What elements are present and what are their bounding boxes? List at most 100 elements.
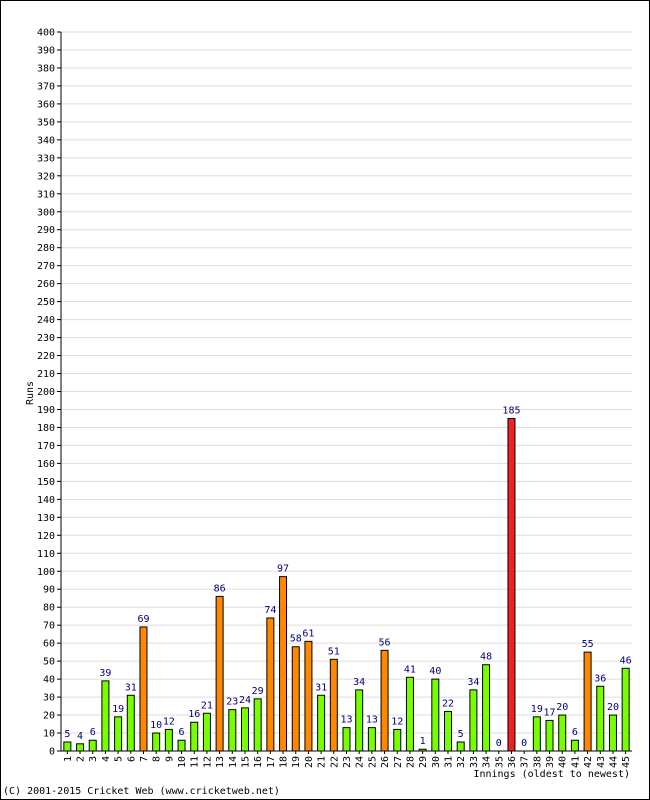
bar-value-label: 12 — [391, 716, 403, 727]
y-tick-label: 170 — [37, 441, 55, 452]
bar — [456, 741, 465, 752]
y-tick-label: 180 — [37, 423, 55, 434]
x-axis-title: Innings (oldest to newest) — [473, 769, 630, 780]
y-tick-label: 320 — [37, 171, 55, 182]
bar — [342, 727, 351, 752]
bar — [291, 646, 300, 752]
y-tick-label: 350 — [37, 117, 55, 128]
bar — [583, 651, 592, 752]
bar-value-label: 20 — [607, 702, 619, 713]
bar — [367, 727, 376, 752]
bar — [228, 709, 237, 752]
bar — [253, 698, 262, 752]
x-tick-label: 39 — [545, 756, 556, 768]
y-tick-label: 220 — [37, 351, 55, 362]
bar-value-label: 20 — [556, 702, 568, 713]
x-tick-label: 36 — [507, 756, 518, 768]
x-tick-label: 23 — [342, 756, 353, 768]
x-tick-label: 13 — [215, 756, 226, 768]
bar-value-label: 46 — [620, 655, 632, 666]
x-tick-label: 1 — [63, 756, 74, 762]
y-tick-label: 40 — [43, 675, 55, 686]
bar-value-label: 4 — [77, 731, 83, 742]
y-tick-label: 260 — [37, 279, 55, 290]
bar-value-label: 36 — [594, 673, 606, 684]
y-tick-label: 120 — [37, 531, 55, 542]
y-tick-label: 380 — [37, 63, 55, 74]
y-tick-label: 60 — [43, 639, 55, 650]
y-tick-label: 300 — [37, 207, 55, 218]
bar — [304, 640, 313, 752]
x-tick-label: 17 — [266, 756, 277, 768]
bar-value-label: 23 — [226, 697, 238, 708]
y-tick-label: 310 — [37, 189, 55, 200]
bar-value-label: 31 — [315, 682, 327, 693]
bar — [76, 743, 85, 752]
x-tick-label: 26 — [380, 756, 391, 768]
bar — [418, 748, 427, 752]
x-tick-label: 10 — [177, 756, 188, 768]
bar — [558, 714, 567, 752]
bar-value-label: 16 — [188, 709, 200, 720]
bar — [405, 676, 414, 752]
y-tick-label: 0 — [49, 747, 55, 758]
bar-value-label: 6 — [179, 727, 185, 738]
x-tick-label: 20 — [304, 756, 315, 768]
bar-value-label: 29 — [252, 686, 264, 697]
y-tick-label: 10 — [43, 729, 55, 740]
x-tick-label: 11 — [190, 756, 201, 768]
y-tick-label: 160 — [37, 459, 55, 470]
y-tick-label: 90 — [43, 585, 55, 596]
bar — [596, 685, 605, 752]
bar — [545, 719, 554, 752]
bar-value-label: 24 — [239, 695, 251, 706]
y-tick-label: 140 — [37, 495, 55, 506]
bar-value-label: 69 — [137, 614, 149, 625]
bar — [202, 712, 211, 752]
x-tick-label: 15 — [240, 756, 251, 768]
bar-value-label: 12 — [163, 716, 175, 727]
x-tick-label: 31 — [444, 756, 455, 768]
x-tick-label: 41 — [570, 756, 581, 768]
x-tick-label: 7 — [139, 756, 150, 762]
x-tick-label: 42 — [583, 756, 594, 768]
x-tick-label: 8 — [152, 756, 163, 762]
bar-value-label: 74 — [264, 605, 276, 616]
bar — [608, 714, 617, 752]
bar-value-label: 10 — [150, 720, 162, 731]
bar — [482, 664, 491, 752]
x-tick-label: 3 — [88, 756, 99, 762]
bar — [101, 680, 110, 752]
bar — [444, 710, 453, 752]
x-tick-label: 12 — [202, 756, 213, 768]
bar-value-label: 22 — [442, 698, 454, 709]
y-tick-label: 270 — [37, 261, 55, 272]
bar-value-label: 19 — [531, 704, 543, 715]
bar — [240, 707, 249, 752]
bar-value-label: 1 — [420, 736, 426, 747]
copyright-notice: (C) 2001-2015 Cricket Web (www.cricketwe… — [3, 786, 280, 797]
bar-value-label: 19 — [112, 704, 124, 715]
y-tick-label: 70 — [43, 621, 55, 632]
x-tick-label: 6 — [126, 756, 137, 762]
y-tick-label: 190 — [37, 405, 55, 416]
x-tick-label: 32 — [456, 756, 467, 768]
bar-value-label: 48 — [480, 652, 492, 663]
bar — [431, 678, 440, 752]
x-tick-label: 9 — [164, 756, 175, 762]
x-tick-label: 18 — [279, 756, 290, 768]
bar — [164, 728, 173, 752]
y-tick-label: 230 — [37, 333, 55, 344]
x-tick-label: 2 — [76, 756, 87, 762]
y-tick-label: 200 — [37, 387, 55, 398]
x-tick-label: 34 — [482, 756, 493, 768]
x-tick-label: 40 — [558, 756, 569, 768]
bar-value-label: 13 — [340, 715, 352, 726]
y-tick-label: 30 — [43, 693, 55, 704]
bar — [469, 689, 478, 752]
bar-value-label: 13 — [366, 715, 378, 726]
bar — [570, 739, 579, 752]
x-tick-label: 19 — [291, 756, 302, 768]
x-tick-label: 4 — [101, 756, 112, 762]
bar-value-label: 6 — [90, 727, 96, 738]
